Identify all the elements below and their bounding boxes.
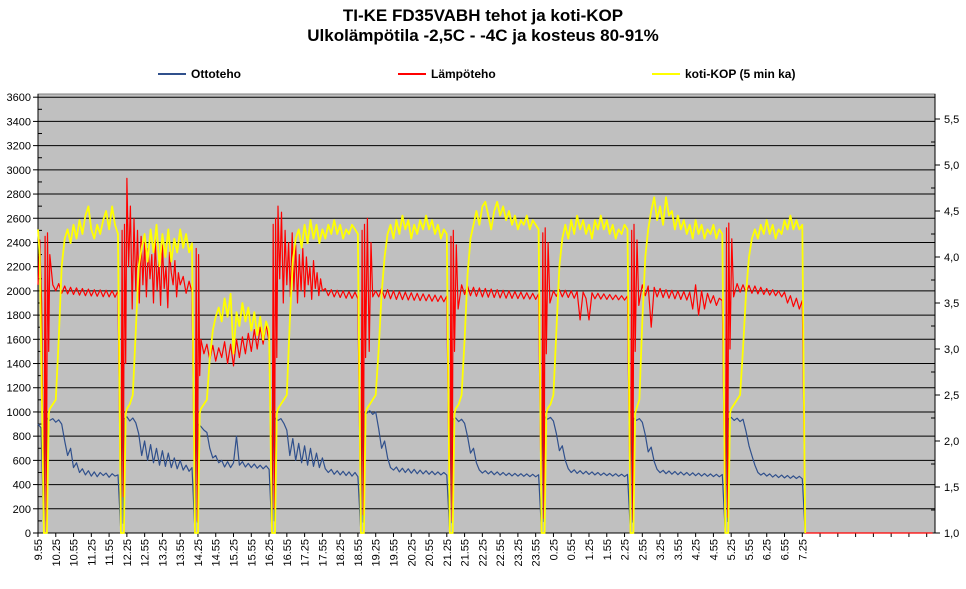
svg-text:16.25: 16.25 <box>264 539 276 567</box>
svg-text:1000: 1000 <box>7 407 31 419</box>
svg-text:600: 600 <box>13 455 31 467</box>
svg-text:22.55: 22.55 <box>495 539 507 567</box>
svg-text:5.25: 5.25 <box>726 539 738 560</box>
svg-text:2800: 2800 <box>7 189 31 201</box>
legend-label-ottoteho: Ottoteho <box>191 67 241 81</box>
svg-text:1400: 1400 <box>7 359 31 371</box>
svg-text:1200: 1200 <box>7 383 31 395</box>
legend-label-lampoteho: Lämpöteho <box>431 67 496 81</box>
svg-text:1.55: 1.55 <box>602 539 614 560</box>
svg-text:21.55: 21.55 <box>460 539 472 567</box>
svg-text:17.55: 17.55 <box>317 539 329 567</box>
legend-item-koti-kop: koti-KOP (5 min ka) <box>652 66 795 82</box>
chart-title-block: TI-KE FD35VABH tehot ja koti-KOP Ulkoläm… <box>0 6 966 46</box>
svg-text:800: 800 <box>13 431 31 443</box>
svg-text:6.55: 6.55 <box>780 539 792 560</box>
svg-text:19.55: 19.55 <box>388 539 400 567</box>
legend-swatch-koti-kop <box>652 73 680 75</box>
svg-text:19.25: 19.25 <box>371 539 383 567</box>
l-mp-teho-line <box>37 177 933 534</box>
svg-text:21.25: 21.25 <box>442 539 454 567</box>
svg-text:2400: 2400 <box>7 237 31 249</box>
svg-text:14.25: 14.25 <box>193 539 205 567</box>
svg-text:15.25: 15.25 <box>229 539 241 567</box>
svg-text:400: 400 <box>13 480 31 492</box>
x-axis: 9.55 10.25 10.55 11.25 11.55 12.25 12.55 13.25 1… <box>33 533 928 567</box>
svg-text:16.55: 16.55 <box>282 539 294 567</box>
svg-text:18.55: 18.55 <box>353 539 365 567</box>
axes <box>37 94 936 534</box>
legend-label-koti-kop: koti-KOP (5 min ka) <box>685 67 796 81</box>
svg-text:9.55: 9.55 <box>33 539 45 560</box>
svg-text:17.25: 17.25 <box>300 539 312 567</box>
svg-text:1800: 1800 <box>7 310 31 322</box>
koti-kop-5-min-ka--line <box>37 196 807 534</box>
svg-text:3600: 3600 <box>7 92 31 104</box>
svg-text:20.55: 20.55 <box>424 539 436 567</box>
svg-text:3,5: 3,5 <box>944 298 959 310</box>
chart-title: TI-KE FD35VABH tehot ja koti-KOP <box>342 6 624 25</box>
left-axis: 0 200 400 600 800 1000 1200 1400 1600 1800 2000 220… <box>7 92 42 540</box>
plot-background <box>37 93 936 534</box>
svg-text:20.25: 20.25 <box>406 539 418 567</box>
svg-text:23.55: 23.55 <box>531 539 543 567</box>
svg-text:10.55: 10.55 <box>69 539 81 567</box>
svg-text:3.55: 3.55 <box>673 539 685 560</box>
svg-text:4.25: 4.25 <box>691 539 703 560</box>
svg-text:2,5: 2,5 <box>944 390 959 402</box>
ottoteho-line <box>37 362 806 534</box>
svg-text:3400: 3400 <box>7 116 31 128</box>
svg-text:0.55: 0.55 <box>566 539 578 560</box>
svg-text:4,0: 4,0 <box>944 252 959 264</box>
right-axis: 1,0 1,5 2,0 2,5 3,0 3,5 4,0 4,5 5,0 5,5 <box>931 114 959 540</box>
series-lines <box>37 177 933 534</box>
gridlines <box>38 96 935 510</box>
svg-text:13.25: 13.25 <box>157 539 169 567</box>
svg-text:2.55: 2.55 <box>637 539 649 560</box>
svg-text:7.25: 7.25 <box>797 539 809 560</box>
svg-text:2000: 2000 <box>7 286 31 298</box>
svg-text:5.55: 5.55 <box>744 539 756 560</box>
svg-text:5,0: 5,0 <box>944 160 959 172</box>
svg-text:1,5: 1,5 <box>944 482 959 494</box>
legend-item-ottoteho: Ottoteho <box>158 66 241 82</box>
svg-text:12.25: 12.25 <box>122 539 134 567</box>
svg-text:2600: 2600 <box>7 213 31 225</box>
svg-text:18.25: 18.25 <box>335 539 347 567</box>
svg-text:3200: 3200 <box>7 141 31 153</box>
chart-subtitle: Ulkolämpötila -2,5C - -4C ja kosteus 80-… <box>307 26 659 45</box>
svg-text:23.25: 23.25 <box>513 539 525 567</box>
legend-item-lampoteho: Lämpöteho <box>398 66 496 82</box>
svg-text:2200: 2200 <box>7 262 31 274</box>
svg-text:3,0: 3,0 <box>944 344 959 356</box>
svg-text:3000: 3000 <box>7 165 31 177</box>
legend-swatch-lampoteho <box>398 73 426 75</box>
svg-text:11.55: 11.55 <box>104 539 116 566</box>
svg-text:0.25: 0.25 <box>548 539 560 560</box>
svg-text:2,0: 2,0 <box>944 436 959 448</box>
svg-text:11.25: 11.25 <box>86 539 98 566</box>
svg-text:1,0: 1,0 <box>944 528 959 540</box>
svg-text:3.25: 3.25 <box>655 539 667 560</box>
svg-text:22.25: 22.25 <box>477 539 489 567</box>
svg-text:1.25: 1.25 <box>584 539 596 560</box>
svg-text:200: 200 <box>13 504 31 516</box>
legend-swatch-ottoteho <box>158 73 186 75</box>
svg-text:12.55: 12.55 <box>140 539 152 567</box>
svg-text:15.55: 15.55 <box>246 539 258 567</box>
svg-text:6.25: 6.25 <box>762 539 774 560</box>
svg-text:14.55: 14.55 <box>211 539 223 567</box>
svg-text:0: 0 <box>25 528 31 540</box>
svg-text:4,5: 4,5 <box>944 206 959 218</box>
svg-text:4.55: 4.55 <box>708 539 720 560</box>
svg-text:5,5: 5,5 <box>944 114 959 126</box>
svg-text:10.25: 10.25 <box>51 539 63 567</box>
svg-text:1600: 1600 <box>7 334 31 346</box>
svg-text:13.55: 13.55 <box>175 539 187 567</box>
svg-text:2.25: 2.25 <box>620 539 632 560</box>
